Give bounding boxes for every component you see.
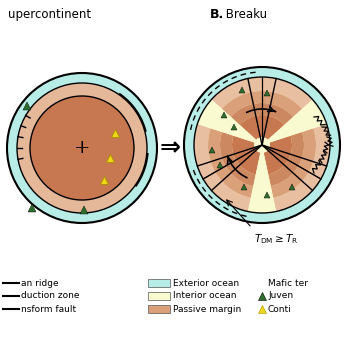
Wedge shape bbox=[232, 136, 262, 174]
Text: Exterior ocean: Exterior ocean bbox=[173, 279, 239, 288]
Circle shape bbox=[184, 67, 340, 223]
Text: Conti: Conti bbox=[268, 304, 292, 313]
Wedge shape bbox=[273, 124, 330, 211]
Text: Breaku: Breaku bbox=[222, 8, 267, 21]
Text: $T_{\rm DM} \geq T_{\rm R}$: $T_{\rm DM} \geq T_{\rm R}$ bbox=[254, 232, 298, 246]
Circle shape bbox=[22, 88, 142, 208]
Circle shape bbox=[27, 93, 137, 203]
Text: Juven: Juven bbox=[268, 291, 293, 300]
Text: an ridge: an ridge bbox=[21, 279, 59, 288]
Circle shape bbox=[7, 73, 157, 223]
Text: +: + bbox=[74, 139, 90, 157]
Text: Mafic ter: Mafic ter bbox=[268, 279, 308, 288]
Text: nsform fault: nsform fault bbox=[21, 304, 76, 313]
Circle shape bbox=[17, 83, 147, 213]
Wedge shape bbox=[211, 77, 313, 109]
Text: duction zone: duction zone bbox=[21, 291, 80, 300]
Circle shape bbox=[25, 91, 139, 205]
Text: Interior ocean: Interior ocean bbox=[173, 291, 237, 300]
Circle shape bbox=[28, 94, 136, 202]
Circle shape bbox=[18, 84, 146, 211]
Bar bbox=[148, 279, 170, 287]
Text: ⇒: ⇒ bbox=[159, 136, 180, 160]
Wedge shape bbox=[231, 103, 293, 125]
Wedge shape bbox=[268, 132, 304, 186]
Bar bbox=[148, 292, 170, 300]
Wedge shape bbox=[271, 128, 316, 198]
Text: Passive margin: Passive margin bbox=[173, 304, 241, 313]
Wedge shape bbox=[208, 128, 253, 198]
Wedge shape bbox=[220, 132, 256, 186]
Wedge shape bbox=[262, 136, 292, 174]
Text: B.: B. bbox=[210, 8, 224, 21]
Bar bbox=[148, 305, 170, 313]
Circle shape bbox=[194, 77, 330, 213]
Wedge shape bbox=[197, 99, 262, 145]
Wedge shape bbox=[262, 99, 327, 145]
Circle shape bbox=[20, 86, 144, 210]
Wedge shape bbox=[240, 115, 284, 145]
Circle shape bbox=[23, 89, 141, 207]
Wedge shape bbox=[194, 124, 251, 211]
Text: upercontinent: upercontinent bbox=[8, 8, 91, 21]
Wedge shape bbox=[248, 145, 276, 213]
Wedge shape bbox=[222, 91, 302, 117]
Circle shape bbox=[30, 96, 134, 200]
Circle shape bbox=[254, 137, 270, 153]
